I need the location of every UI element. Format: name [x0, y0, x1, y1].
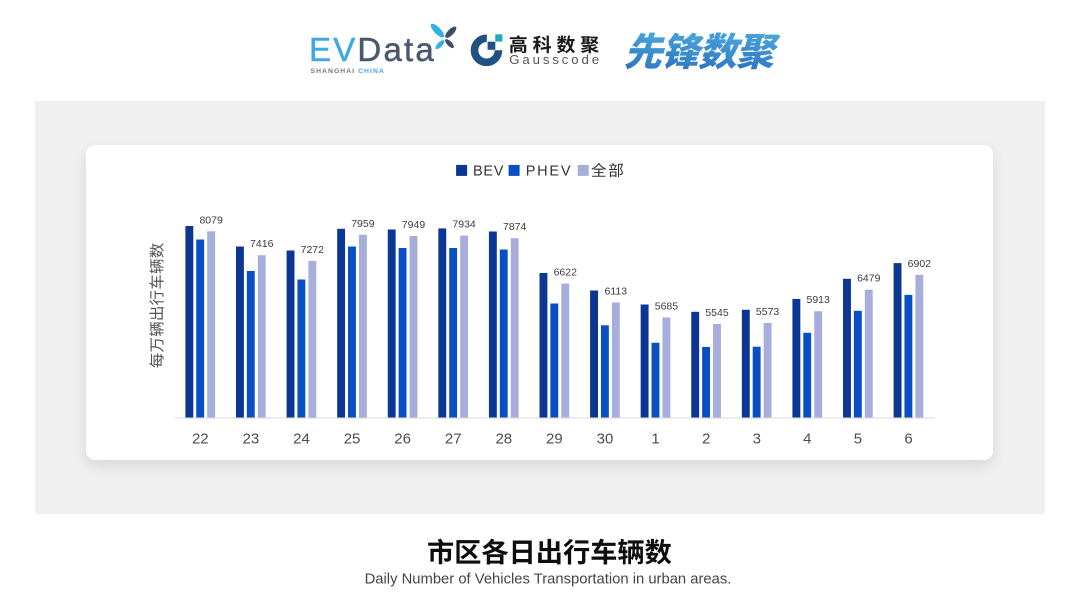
svg-text:PHEV: PHEV [526, 164, 573, 180]
svg-text:30: 30 [597, 431, 614, 448]
svg-text:22: 22 [192, 431, 209, 448]
svg-text:5: 5 [854, 431, 862, 448]
svg-text:7949: 7949 [402, 219, 426, 231]
svg-text:7934: 7934 [452, 219, 476, 231]
svg-text:3: 3 [753, 431, 761, 448]
svg-text:SHANGHAI CHINA: SHANGHAI CHINA [311, 68, 385, 75]
svg-text:5913: 5913 [807, 294, 831, 306]
svg-text:27: 27 [445, 431, 462, 448]
svg-text:24: 24 [293, 431, 310, 448]
svg-text:EVData: EVData [309, 31, 436, 68]
svg-text:6622: 6622 [554, 267, 578, 279]
svg-text:Gausscode: Gausscode [509, 52, 602, 67]
svg-text:1: 1 [651, 431, 659, 448]
svg-text:29: 29 [546, 431, 563, 448]
svg-text:25: 25 [344, 431, 361, 448]
svg-text:5545: 5545 [705, 307, 729, 319]
svg-text:8079: 8079 [199, 214, 223, 226]
svg-text:BEV: BEV [473, 164, 504, 180]
svg-text:28: 28 [495, 431, 512, 448]
svg-text:6113: 6113 [605, 285, 628, 297]
svg-text:5685: 5685 [655, 301, 679, 313]
svg-text:7272: 7272 [301, 244, 325, 256]
svg-text:7959: 7959 [351, 218, 375, 230]
svg-text:6479: 6479 [857, 273, 881, 285]
svg-text:7874: 7874 [503, 221, 527, 233]
svg-text:6902: 6902 [908, 258, 932, 270]
svg-text:23: 23 [243, 431, 260, 448]
svg-text:Daily Number of Vehicles Trans: Daily Number of Vehicles Transportation … [365, 572, 732, 588]
svg-text:26: 26 [394, 431, 411, 448]
svg-text:7416: 7416 [250, 238, 274, 250]
svg-text:6: 6 [904, 431, 912, 448]
svg-text:4: 4 [803, 431, 811, 448]
svg-text:5573: 5573 [756, 306, 780, 318]
svg-text:2: 2 [702, 431, 710, 448]
